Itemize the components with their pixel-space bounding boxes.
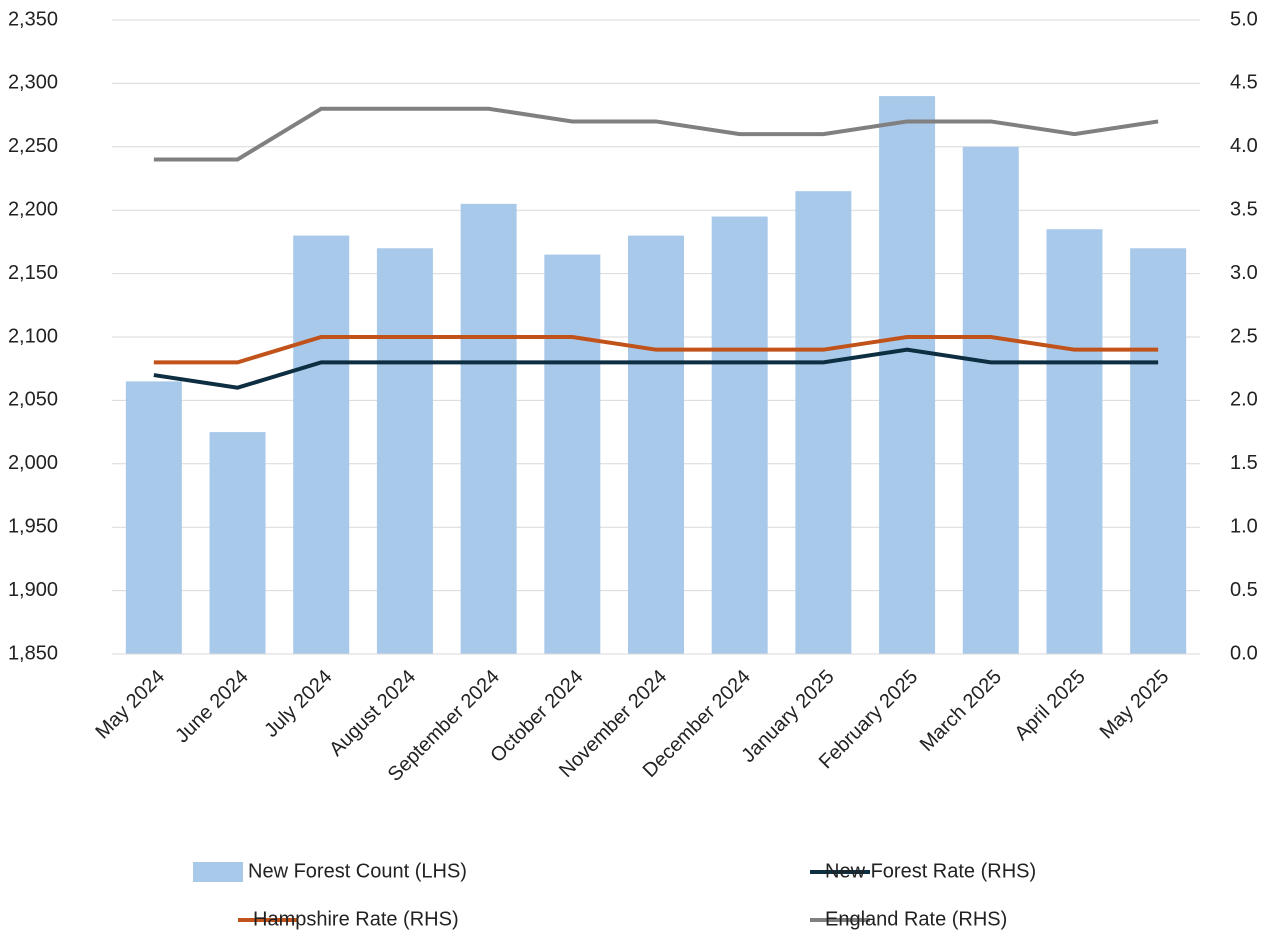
y-tick-label: 2,200 bbox=[8, 198, 58, 220]
x-tick-label: March 2025 bbox=[916, 666, 1006, 756]
bar bbox=[1046, 229, 1103, 654]
bar bbox=[962, 146, 1019, 655]
bar bbox=[795, 191, 852, 654]
legend-label: Hampshire Rate (RHS) bbox=[253, 908, 459, 930]
x-tick-label: June 2024 bbox=[171, 666, 253, 748]
y-tick-label: 2,350 bbox=[8, 8, 58, 30]
legend-label: England Rate (RHS) bbox=[825, 908, 1007, 930]
bar bbox=[460, 203, 517, 655]
x-tick-label: May 2025 bbox=[1096, 666, 1174, 744]
y-tick-label: 2,150 bbox=[8, 262, 58, 284]
y2-tick-label: 1.5 bbox=[1230, 452, 1258, 474]
y2-tick-label: 5.0 bbox=[1230, 8, 1258, 30]
line-series bbox=[153, 106, 1159, 162]
bar bbox=[209, 432, 266, 654]
y2-tick-label: 2.5 bbox=[1230, 325, 1258, 347]
y-tick-label: 2,250 bbox=[8, 135, 58, 157]
legend-label: New Forest Count (LHS) bbox=[248, 860, 467, 882]
y2-tick-label: 0.5 bbox=[1230, 579, 1258, 601]
y-tick-label: 1,950 bbox=[8, 515, 58, 537]
bar bbox=[293, 235, 350, 654]
legend-swatch bbox=[193, 862, 243, 882]
y-tick-label: 2,100 bbox=[8, 325, 58, 347]
bar bbox=[1130, 248, 1187, 655]
y2-tick-label: 1.0 bbox=[1230, 515, 1258, 537]
bar bbox=[879, 96, 936, 654]
bar bbox=[711, 216, 768, 655]
y-tick-label: 1,850 bbox=[8, 642, 58, 664]
y2-tick-label: 3.0 bbox=[1230, 262, 1258, 284]
y2-tick-label: 4.0 bbox=[1230, 135, 1258, 157]
bar bbox=[376, 248, 433, 655]
y2-tick-label: 0.0 bbox=[1230, 642, 1258, 664]
y-tick-label: 2,000 bbox=[8, 452, 58, 474]
y2-tick-label: 3.5 bbox=[1230, 198, 1258, 220]
y2-tick-label: 2.0 bbox=[1230, 389, 1258, 411]
bar bbox=[544, 254, 601, 654]
x-tick-label: August 2024 bbox=[325, 666, 420, 761]
x-tick-label: April 2025 bbox=[1010, 666, 1089, 745]
bar bbox=[628, 235, 684, 654]
y-tick-label: 2,300 bbox=[8, 72, 58, 94]
line-series bbox=[153, 335, 1159, 365]
bar bbox=[125, 381, 182, 654]
y-tick-label: 2,050 bbox=[8, 389, 58, 411]
legend-label: New Forest Rate (RHS) bbox=[825, 860, 1036, 882]
x-tick-label: July 2024 bbox=[260, 666, 336, 742]
y2-tick-label: 4.5 bbox=[1230, 72, 1258, 94]
x-tick-label: May 2024 bbox=[91, 666, 169, 744]
line-series bbox=[153, 347, 1159, 390]
y-tick-label: 1,900 bbox=[8, 579, 58, 601]
